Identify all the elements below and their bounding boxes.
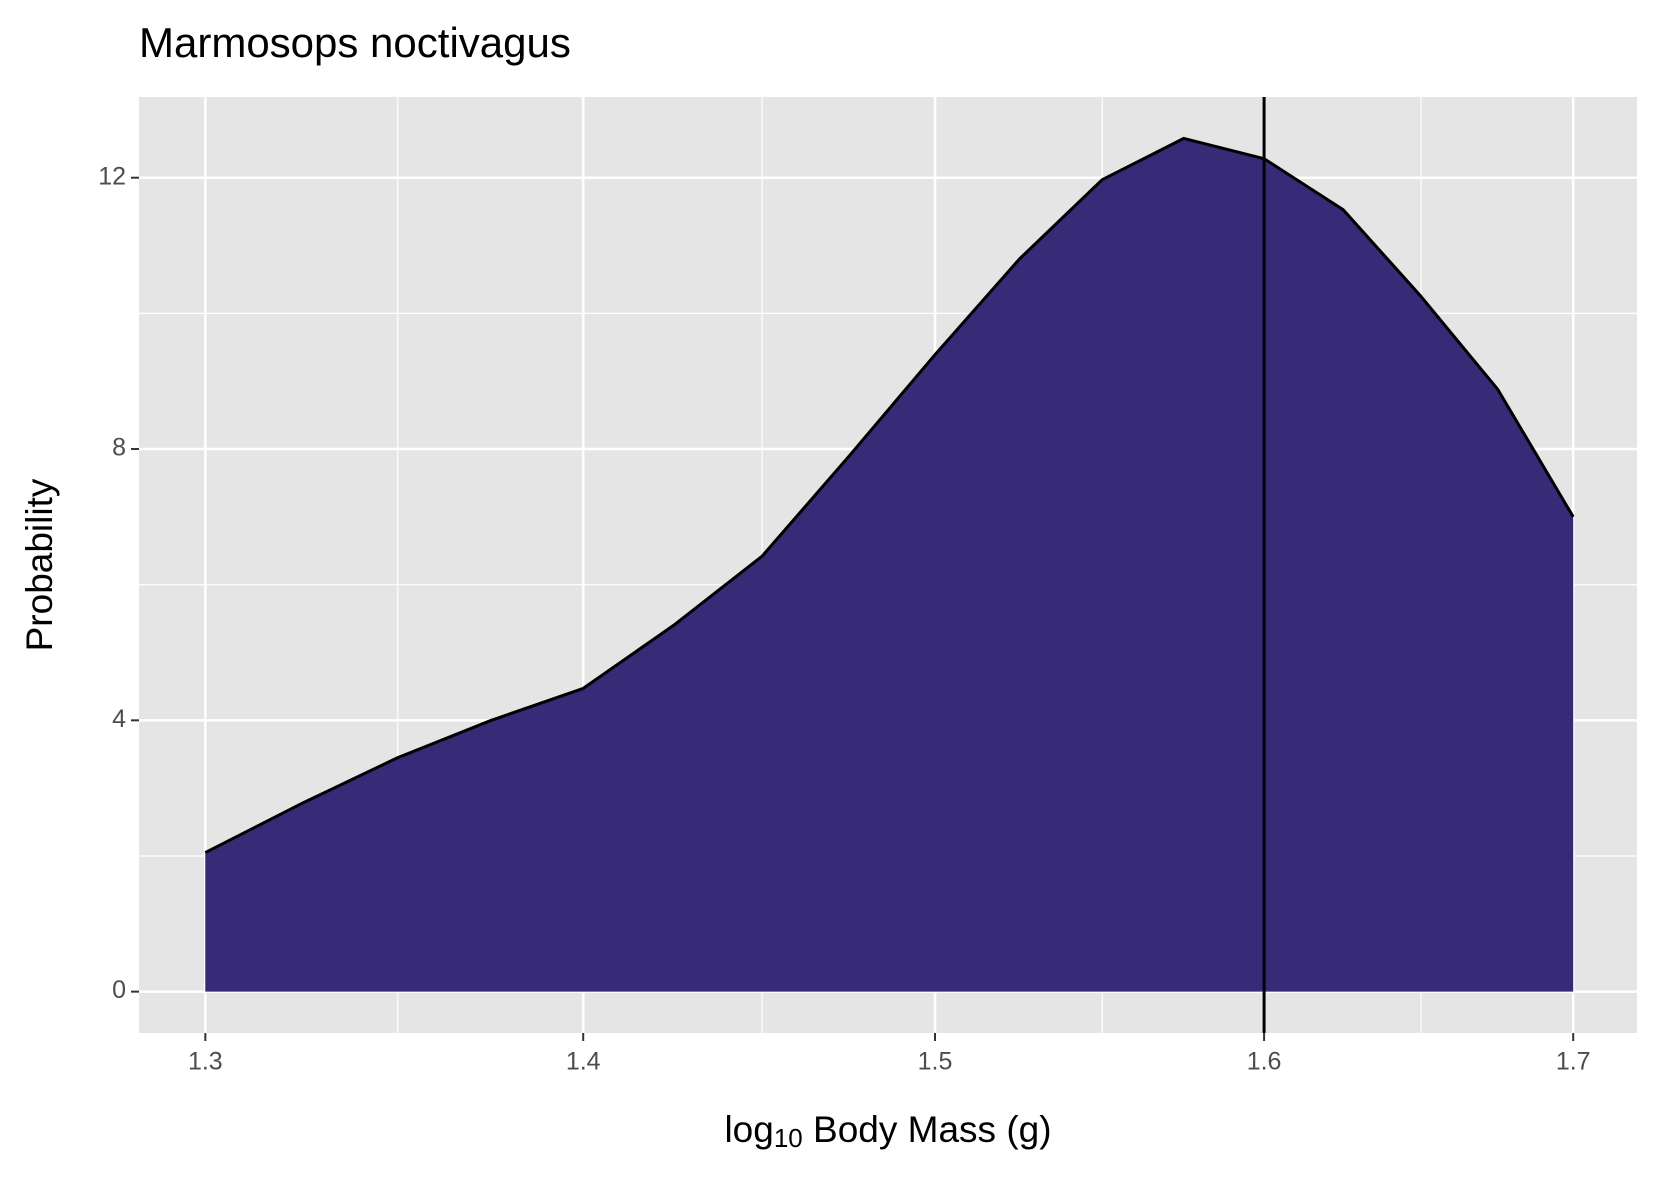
x-axis-title-sub: 10 xyxy=(774,1123,803,1153)
x-tick-label: 1.4 xyxy=(566,1048,601,1076)
x-axis-title-part: Body Mass (g) xyxy=(803,1109,1052,1150)
chart-title: Marmosops noctivagus xyxy=(139,19,571,66)
x-tick-label: 1.3 xyxy=(188,1048,223,1076)
y-tick-label: 4 xyxy=(112,705,126,733)
y-axis-title: Probability xyxy=(19,478,60,651)
area xyxy=(205,138,1574,992)
x-tick-label: 1.6 xyxy=(1247,1048,1282,1076)
y-tick-label: 8 xyxy=(112,434,126,462)
x-axis-title-part: log xyxy=(724,1109,773,1150)
y-tick-label: 0 xyxy=(112,976,126,1004)
x-axis-title: log10 Body Mass (g) xyxy=(724,1109,1051,1153)
y-tick-label: 12 xyxy=(98,162,126,190)
density-line xyxy=(204,136,1575,854)
x-tick-label: 1.5 xyxy=(918,1048,953,1076)
x-tick-label: 1.7 xyxy=(1556,1048,1591,1076)
